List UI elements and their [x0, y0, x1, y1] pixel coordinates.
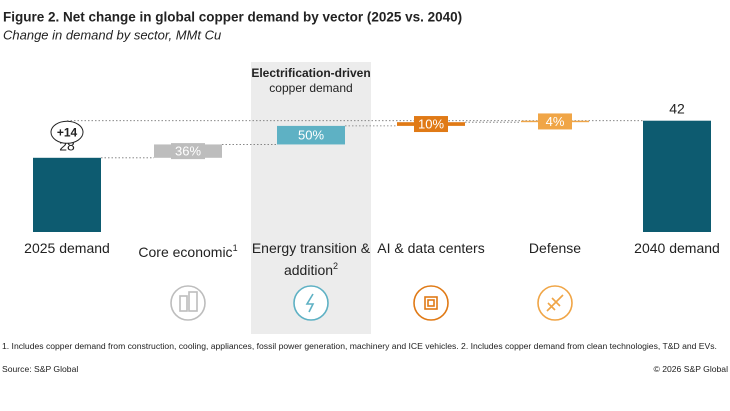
category-text: Energy transition & addition	[251, 240, 371, 278]
label-box	[171, 143, 205, 160]
icon-ai	[413, 285, 449, 321]
value-label: 50%	[298, 128, 324, 143]
x-tick-label: 2025 demand	[5, 239, 129, 257]
footnote-mark: 2	[333, 261, 339, 271]
x-tick-label: Core economic1	[126, 239, 250, 261]
value-label: 10%	[418, 116, 444, 131]
x-tick-label: 2040 demand	[615, 239, 730, 257]
footnotes: 1. Includes copper demand from construct…	[2, 341, 717, 351]
highlight-title: Electrification-driven	[251, 66, 370, 80]
highlight-subtitle: copper demand	[269, 81, 352, 95]
category-text: 2025 demand	[24, 240, 110, 256]
bar	[277, 125, 345, 145]
icon-core	[170, 285, 206, 321]
value-label: 36%	[175, 144, 201, 159]
change-badge	[50, 120, 84, 144]
value-label: 4%	[546, 114, 565, 129]
category-text: Defense	[528, 240, 582, 256]
bar	[643, 120, 711, 232]
bar	[33, 157, 101, 232]
chart-subtitle: Change in demand by sector, MMt Cu	[3, 27, 221, 42]
change-label: +14	[57, 125, 78, 139]
footnote-mark: 1	[232, 243, 238, 253]
value-label: 42	[669, 100, 685, 116]
source: Source: S&P Global	[2, 364, 79, 374]
x-tick-label: Defense	[493, 239, 617, 257]
category-text: Core economic	[138, 244, 233, 260]
icon-energy	[293, 285, 329, 321]
label-box	[414, 116, 448, 133]
category-text: 2040 demand	[634, 240, 720, 256]
category-text: AI & data centers	[377, 240, 485, 256]
x-tick-label: Energy transition & addition2	[249, 239, 373, 279]
copyright: © 2026 S&P Global	[653, 364, 729, 374]
label-box	[538, 113, 572, 130]
x-tick-label: AI & data centers	[369, 239, 493, 257]
chart-title: Figure 2. Net change in global copper de…	[3, 10, 462, 25]
icon-defense	[537, 285, 573, 321]
